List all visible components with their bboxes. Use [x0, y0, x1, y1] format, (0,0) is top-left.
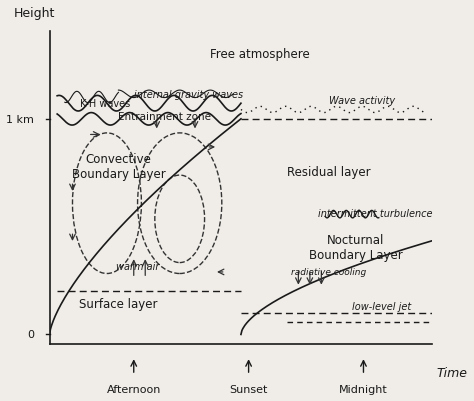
- Text: Nocturnal
Boundary Layer: Nocturnal Boundary Layer: [309, 233, 403, 261]
- Text: Convective
Boundary Layer: Convective Boundary Layer: [72, 152, 165, 180]
- Text: Surface layer: Surface layer: [79, 297, 158, 310]
- Text: intermittent turbulence: intermittent turbulence: [318, 208, 432, 218]
- Text: radiative cooling: radiative cooling: [291, 268, 366, 277]
- Text: warm air: warm air: [116, 261, 159, 271]
- Text: Afternoon: Afternoon: [107, 385, 161, 395]
- Text: Midnight: Midnight: [339, 385, 388, 395]
- Text: Free atmosphere: Free atmosphere: [210, 48, 310, 61]
- Text: K-H waves: K-H waves: [80, 99, 130, 109]
- Text: Entrainment zone: Entrainment zone: [118, 111, 211, 122]
- Text: Time: Time: [436, 366, 467, 379]
- Text: internal gravity waves: internal gravity waves: [134, 89, 243, 99]
- Text: low-level jet: low-level jet: [352, 302, 411, 312]
- Text: Wave activity: Wave activity: [329, 96, 395, 106]
- Text: Height: Height: [14, 7, 55, 20]
- Text: 1 km: 1 km: [6, 115, 34, 125]
- Text: 0: 0: [27, 330, 34, 340]
- Text: Residual layer: Residual layer: [287, 166, 371, 179]
- Text: Sunset: Sunset: [229, 385, 268, 395]
